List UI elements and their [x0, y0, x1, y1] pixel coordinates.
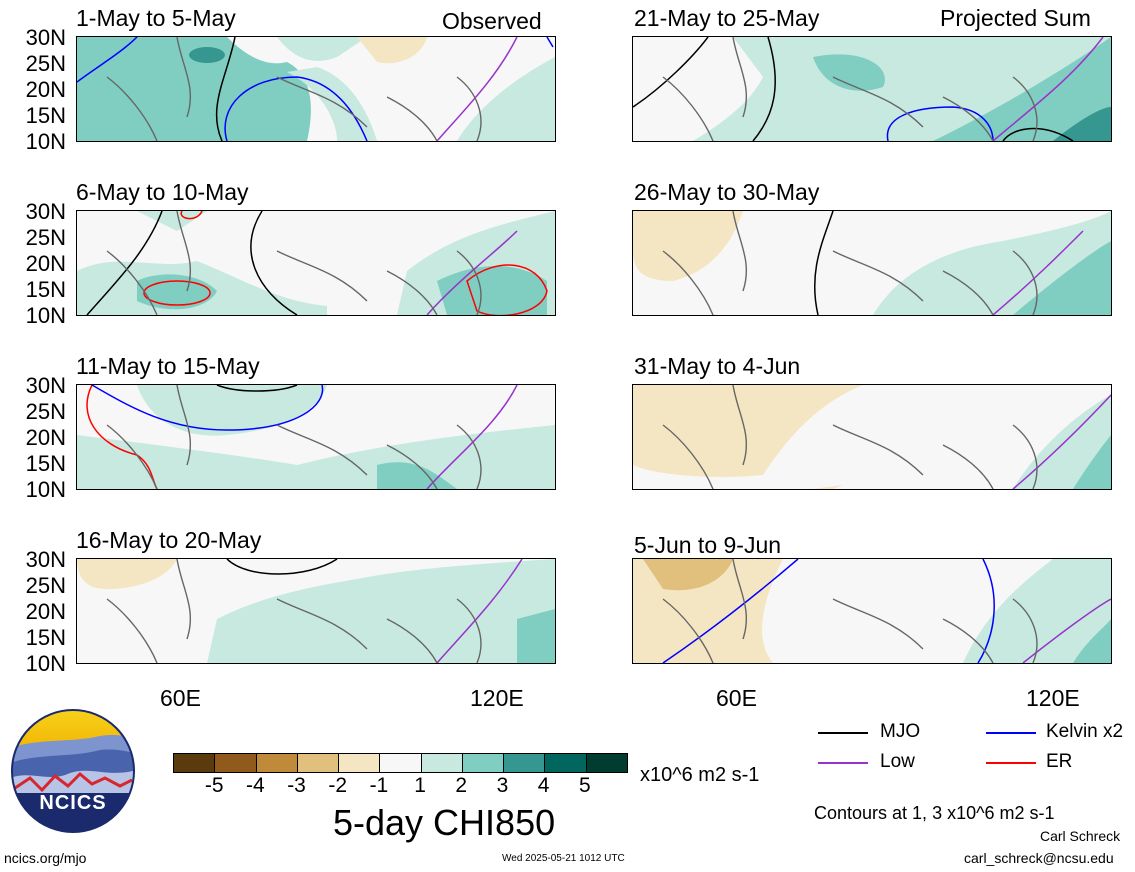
lat-25n: 25N — [25, 225, 66, 250]
site-url: ncics.org/mjo — [4, 850, 87, 866]
colorbar-units: x10^6 m2 s-1 — [640, 764, 760, 786]
lon-60e-right: 60E — [716, 685, 757, 711]
panel-title-l1: 6-May to 10-May — [76, 179, 249, 205]
colorbar-tick-label: -1 — [369, 774, 389, 797]
colorbar-tick-label: -4 — [246, 774, 265, 797]
legend-line-low — [818, 762, 868, 764]
colorbar-swatch — [338, 754, 380, 772]
lon-60e-left: 60E — [160, 685, 201, 711]
contour-note: Contours at 1, 3 x10^6 m2 s-1 — [814, 803, 1055, 823]
lat-20n: 20N — [25, 599, 66, 624]
colorbar-swatch — [255, 754, 297, 772]
lat-10n: 10N — [25, 477, 66, 502]
author: Carl Schreck — [1040, 828, 1121, 844]
lat-15n: 15N — [25, 103, 66, 128]
panel-title-r0: 21-May to 25-May — [634, 5, 820, 31]
lat-20n: 20N — [25, 77, 66, 102]
colorbar-swatch — [544, 754, 586, 772]
panel-title-r1: 26-May to 30-May — [634, 179, 820, 205]
colorbar-tick-label: 4 — [537, 774, 550, 797]
lat-10n: 10N — [25, 303, 66, 328]
legend-line-er — [986, 762, 1036, 764]
colorbar-swatch — [461, 754, 504, 772]
colorbar-tick-label: 3 — [496, 774, 509, 797]
lat-30n: 30N — [25, 547, 66, 572]
observed-tag: Observed — [442, 8, 542, 34]
map-panel-r3 — [632, 558, 1112, 664]
map-panel-r0 — [632, 36, 1112, 142]
colorbar-tick-label: -5 — [204, 774, 224, 797]
timestamp: Wed 2025-05-21 1012 UTC — [502, 853, 625, 864]
lat-10n: 10N — [25, 651, 66, 676]
colorbar-swatch — [420, 754, 462, 772]
lat-25n: 25N — [25, 399, 66, 424]
panel-title-l0: 1-May to 5-May — [76, 5, 236, 31]
lat-30n: 30N — [25, 199, 66, 224]
colorbar-tick-label: 5 — [578, 774, 591, 797]
panel-title-r2: 31-May to 4-Jun — [634, 353, 801, 379]
lat-10n: 10N — [25, 129, 66, 154]
panel-title-l2: 11-May to 15-May — [76, 353, 260, 379]
lon-120e-right: 120E — [1026, 685, 1080, 711]
map-panel-l1 — [76, 210, 556, 316]
panel-title-l3: 16-May to 20-May — [76, 527, 262, 553]
legend-label-low: Low — [880, 751, 915, 772]
lat-20n: 20N — [25, 425, 66, 450]
map-panel-r1 — [632, 210, 1112, 316]
colorbar-swatch — [296, 754, 339, 772]
lon-120e-left: 120E — [470, 685, 524, 711]
email: carl_schreck@ncsu.edu — [964, 850, 1114, 866]
logo-text: NCICS — [39, 792, 107, 814]
legend-label-mjo: MJO — [880, 721, 921, 742]
colorbar-swatch — [503, 754, 545, 772]
legend-label-kelvin: Kelvin x2 — [1046, 721, 1124, 742]
legend-line-mjo — [818, 732, 868, 734]
lat-30n: 30N — [25, 373, 66, 398]
lat-25n: 25N — [25, 573, 66, 598]
legend-line-kelvin — [986, 732, 1036, 734]
ncics-logo: NCICS — [10, 708, 136, 834]
lat-20n: 20N — [25, 251, 66, 276]
colorbar — [173, 753, 628, 773]
map-panel-l3 — [76, 558, 556, 664]
colorbar-tick-label: 1 — [414, 774, 426, 797]
colorbar-tick-label: 2 — [455, 774, 468, 797]
lat-15n: 15N — [25, 277, 66, 302]
colorbar-swatch — [379, 754, 421, 772]
projected-tag: Projected Sum — [940, 5, 1091, 31]
map-panel-l0 — [76, 36, 556, 142]
colorbar-swatch — [585, 754, 627, 772]
map-panel-r2 — [632, 384, 1112, 490]
colorbar-tick-label: -3 — [287, 774, 306, 797]
legend-label-er: ER — [1046, 751, 1073, 772]
colorbar-tick-label: -2 — [328, 774, 348, 797]
colorbar-swatch — [174, 754, 215, 772]
map-panel-l2 — [76, 384, 556, 490]
panel-title-r3: 5-Jun to 9-Jun — [634, 532, 782, 558]
colorbar-title: 5-day CHI850 — [333, 802, 556, 843]
lat-15n: 15N — [25, 625, 66, 650]
lat-25n: 25N — [25, 51, 66, 76]
colorbar-swatch — [214, 754, 256, 772]
lat-15n: 15N — [25, 451, 66, 476]
lat-30n: 30N — [25, 25, 66, 50]
